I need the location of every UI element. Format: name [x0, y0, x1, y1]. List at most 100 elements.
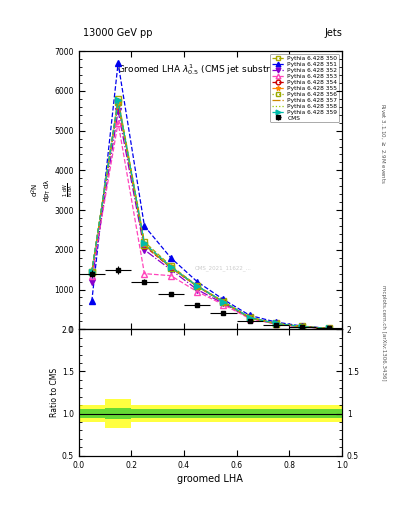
Pythia 6.428 354 [326, 326, 331, 332]
Text: mcplots.cern.ch [arXiv:1306.3436]: mcplots.cern.ch [arXiv:1306.3436] [381, 285, 386, 380]
Pythia 6.428 357 [116, 99, 120, 105]
Line: Pythia 6.428 356: Pythia 6.428 356 [89, 99, 332, 331]
Bar [316, 409, 342, 418]
Pythia 6.428 355 [300, 324, 305, 330]
Pythia 6.428 359 [116, 97, 120, 103]
Pythia 6.428 356 [90, 269, 94, 275]
Pythia 6.428 352 [116, 108, 120, 114]
Pythia 6.428 358 [300, 324, 305, 330]
Pythia 6.428 350 [274, 320, 278, 326]
Bar [105, 408, 131, 419]
Pythia 6.428 350 [168, 263, 173, 269]
Pythia 6.428 350 [326, 326, 331, 332]
Pythia 6.428 350 [300, 324, 305, 330]
Pythia 6.428 351 [142, 223, 147, 229]
Pythia 6.428 359 [195, 283, 200, 289]
Pythia 6.428 357 [142, 242, 147, 248]
Pythia 6.428 352 [195, 287, 200, 293]
Line: Pythia 6.428 352: Pythia 6.428 352 [89, 108, 332, 331]
Bar [289, 409, 316, 418]
Pythia 6.428 350 [142, 239, 147, 245]
Bar [131, 409, 158, 418]
Line: Pythia 6.428 350: Pythia 6.428 350 [89, 96, 332, 331]
Pythia 6.428 353 [168, 272, 173, 279]
X-axis label: groomed LHA: groomed LHA [177, 474, 243, 484]
Pythia 6.428 353 [195, 288, 200, 294]
Pythia 6.428 356 [142, 242, 147, 248]
Pythia 6.428 351 [221, 296, 226, 303]
Line: Pythia 6.428 351: Pythia 6.428 351 [89, 60, 332, 331]
Pythia 6.428 357 [300, 324, 305, 330]
Pythia 6.428 354 [274, 321, 278, 327]
Pythia 6.428 355 [142, 241, 147, 247]
Bar [105, 399, 131, 429]
Pythia 6.428 355 [90, 269, 94, 275]
Pythia 6.428 351 [326, 325, 331, 331]
Pythia 6.428 355 [248, 314, 252, 321]
Pythia 6.428 358 [168, 264, 173, 270]
Bar [210, 409, 237, 418]
Bar [316, 405, 342, 422]
Pythia 6.428 358 [116, 98, 120, 104]
Bar [79, 405, 105, 422]
Pythia 6.428 358 [221, 299, 226, 305]
Pythia 6.428 358 [195, 283, 200, 289]
Pythia 6.428 355 [221, 299, 226, 305]
Bar [158, 405, 184, 422]
Bar [263, 405, 289, 422]
Bar [289, 405, 316, 422]
Pythia 6.428 354 [300, 324, 305, 330]
Pythia 6.428 353 [326, 326, 331, 332]
Pythia 6.428 354 [248, 315, 252, 321]
Pythia 6.428 355 [195, 283, 200, 289]
Pythia 6.428 356 [300, 324, 305, 330]
Pythia 6.428 351 [300, 323, 305, 329]
Bar [158, 409, 184, 418]
Pythia 6.428 353 [300, 324, 305, 330]
Pythia 6.428 352 [168, 267, 173, 273]
Bar [237, 405, 263, 422]
Pythia 6.428 357 [168, 264, 173, 270]
Pythia 6.428 359 [221, 298, 226, 305]
Pythia 6.428 351 [90, 298, 94, 305]
Pythia 6.428 359 [90, 269, 94, 275]
Bar [263, 409, 289, 418]
Y-axis label: $\mathregular{\mathrm{d}^2N}$
$\mathregular{\mathrm{d}p_T\,\mathrm{d}\lambda}$

: $\mathregular{\mathrm{d}^2N}$ $\mathregu… [30, 178, 76, 202]
Pythia 6.428 352 [142, 247, 147, 253]
Pythia 6.428 351 [195, 279, 200, 285]
Pythia 6.428 355 [168, 264, 173, 270]
Pythia 6.428 358 [90, 269, 94, 275]
Pythia 6.428 353 [90, 272, 94, 279]
Text: 13000 GeV pp: 13000 GeV pp [83, 28, 152, 38]
Pythia 6.428 354 [90, 270, 94, 276]
Pythia 6.428 359 [142, 241, 147, 247]
Pythia 6.428 356 [168, 264, 173, 270]
Pythia 6.428 350 [116, 96, 120, 102]
Pythia 6.428 353 [248, 315, 252, 322]
Pythia 6.428 350 [221, 298, 226, 305]
Pythia 6.428 359 [248, 314, 252, 321]
Pythia 6.428 354 [221, 299, 226, 305]
Line: Pythia 6.428 355: Pythia 6.428 355 [89, 98, 332, 331]
Pythia 6.428 351 [274, 319, 278, 325]
Pythia 6.428 354 [142, 243, 147, 249]
Bar [210, 405, 237, 422]
Pythia 6.428 356 [248, 314, 252, 321]
Pythia 6.428 357 [195, 283, 200, 289]
Pythia 6.428 357 [274, 321, 278, 327]
Pythia 6.428 357 [248, 314, 252, 321]
Pythia 6.428 352 [248, 315, 252, 321]
Pythia 6.428 355 [116, 98, 120, 104]
Text: Groomed LHA $\lambda^{1}_{0.5}$ (CMS jet substructure): Groomed LHA $\lambda^{1}_{0.5}$ (CMS jet… [117, 62, 303, 77]
Pythia 6.428 353 [116, 120, 120, 126]
Pythia 6.428 353 [142, 270, 147, 276]
Pythia 6.428 356 [116, 99, 120, 105]
Pythia 6.428 359 [326, 326, 331, 332]
Pythia 6.428 358 [326, 326, 331, 332]
Pythia 6.428 356 [274, 321, 278, 327]
Pythia 6.428 359 [274, 321, 278, 327]
Pythia 6.428 351 [116, 60, 120, 66]
Line: Pythia 6.428 358: Pythia 6.428 358 [92, 101, 329, 329]
Bar [237, 409, 263, 418]
Pythia 6.428 350 [195, 283, 200, 289]
